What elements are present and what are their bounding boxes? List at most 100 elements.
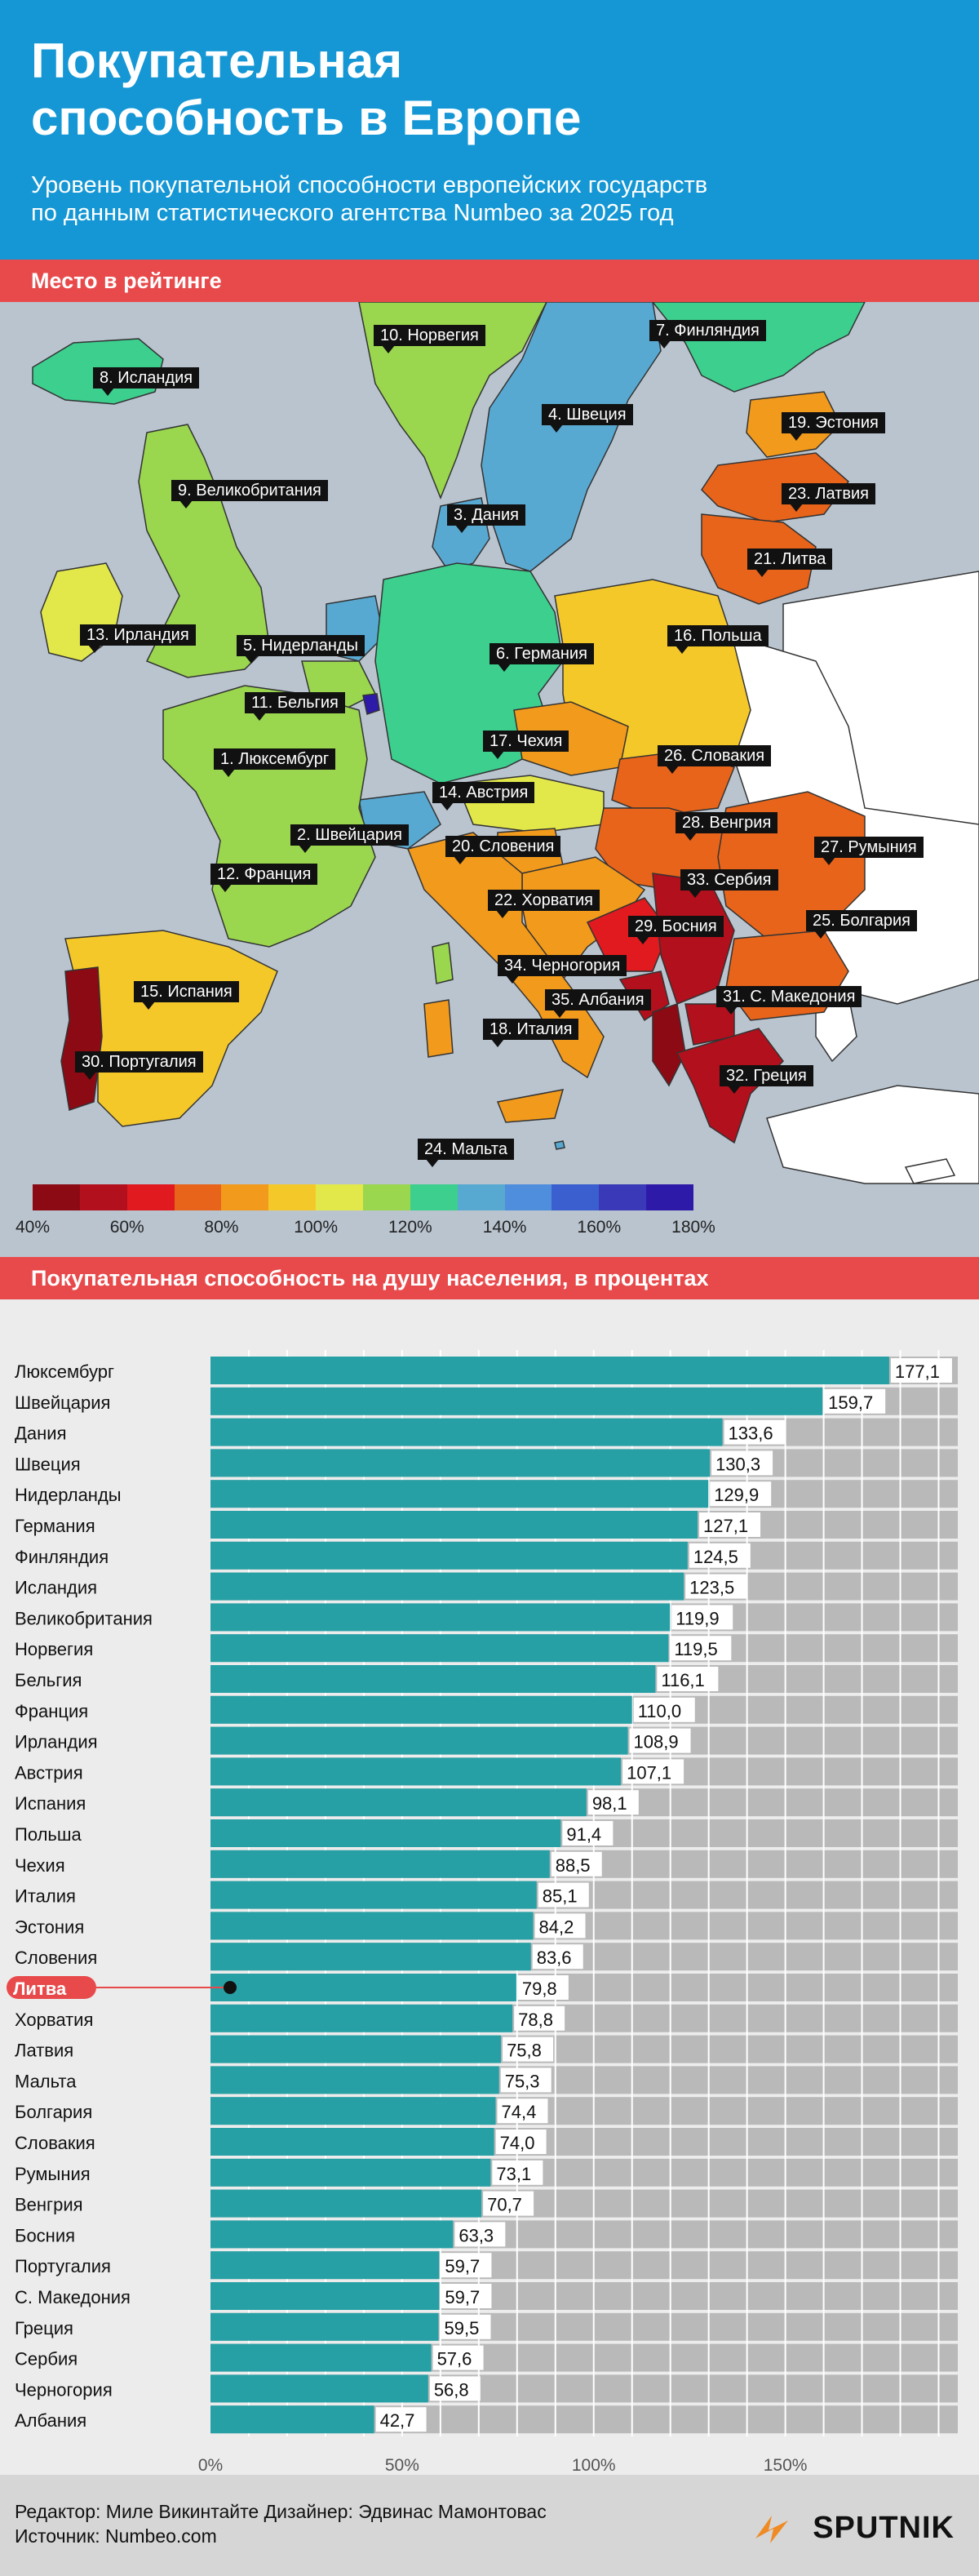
bar bbox=[210, 1695, 632, 1724]
value-label-bg bbox=[633, 1697, 695, 1722]
country-portugal bbox=[60, 966, 103, 1111]
value-label: 78,8 bbox=[518, 2010, 553, 2030]
category-label: Хорватия bbox=[15, 2010, 93, 2030]
country-albania bbox=[652, 1003, 686, 1087]
bar bbox=[210, 2374, 428, 2403]
scale-swatch bbox=[174, 1184, 222, 1210]
scale-swatch bbox=[316, 1184, 364, 1210]
value-label: 98,1 bbox=[592, 1793, 627, 1814]
category-label: Португалия bbox=[15, 2256, 111, 2276]
country-sicily bbox=[496, 1089, 565, 1123]
value-label-bg bbox=[534, 1913, 586, 1939]
map-label-netherlands: 5. Нидерланды bbox=[237, 635, 365, 664]
bar bbox=[210, 1665, 656, 1693]
category-label: Болгария bbox=[15, 2102, 92, 2122]
value-label: 130,3 bbox=[715, 1454, 760, 1474]
category-label: С. Македония bbox=[15, 2287, 131, 2307]
chart-section-heading: Покупательная способность на душу населе… bbox=[0, 1257, 979, 1299]
map-label-luxembourg: 1. Люксембург bbox=[214, 748, 336, 777]
scale-swatch bbox=[126, 1184, 175, 1210]
page-subtitle: Уровень покупательной способности европе… bbox=[31, 171, 928, 227]
bar bbox=[210, 1511, 698, 1539]
map-label-romania: 27. Румыния bbox=[814, 837, 924, 865]
scale-tick-label: 160% bbox=[577, 1218, 622, 1237]
value-label: 177,1 bbox=[895, 1361, 940, 1382]
value-label-bg bbox=[671, 1605, 733, 1630]
value-label: 107,1 bbox=[627, 1762, 671, 1783]
value-label-bg bbox=[532, 1944, 583, 1970]
country-finland bbox=[652, 302, 866, 393]
scale-swatch bbox=[221, 1184, 269, 1210]
map-label-ireland: 13. Ирландия bbox=[80, 624, 196, 653]
bar bbox=[210, 2282, 440, 2310]
map-label-hungary: 28. Венгрия bbox=[676, 812, 778, 841]
value-label-bg bbox=[689, 1543, 751, 1568]
category-label: Франция bbox=[15, 1701, 88, 1721]
value-label: 129,9 bbox=[714, 1485, 759, 1505]
value-label: 110,0 bbox=[638, 1701, 681, 1721]
value-label: 85,1 bbox=[543, 1886, 578, 1907]
value-label-bg bbox=[495, 2130, 547, 2154]
map-label-uk: 9. Великобритания bbox=[171, 480, 328, 509]
map-label-italy: 18. Италия bbox=[483, 1019, 579, 1047]
value-label: 83,6 bbox=[537, 1948, 572, 1968]
country-luxembourg bbox=[362, 693, 380, 715]
category-label: Бельгия bbox=[15, 1670, 82, 1690]
map-label-greece: 32. Греция bbox=[720, 1065, 813, 1094]
credits-line-1: Редактор: Миле Викинтайте Дизайнер: Эдви… bbox=[15, 2501, 547, 2522]
category-label: Словения bbox=[15, 1948, 97, 1968]
country-malta bbox=[554, 1140, 565, 1150]
map-shapes bbox=[32, 302, 979, 1184]
category-label: Норвегия bbox=[15, 1639, 93, 1659]
scale-swatch bbox=[646, 1184, 694, 1210]
value-label: 116,1 bbox=[661, 1670, 704, 1690]
category-label: Словакия bbox=[15, 2133, 95, 2153]
bar bbox=[210, 1850, 550, 1878]
bar bbox=[210, 2343, 432, 2372]
bar bbox=[210, 2251, 440, 2280]
bar-chart-svg: Люксембург 177,1 Швейцария 159,7 Дания 133,6 Ш… bbox=[7, 1350, 958, 2475]
value-label-bg bbox=[454, 2222, 506, 2247]
map-label-albania: 35. Албания bbox=[545, 989, 651, 1018]
value-label-bg bbox=[629, 1728, 691, 1753]
value-label: 133,6 bbox=[729, 1423, 773, 1444]
bar bbox=[210, 2189, 482, 2218]
bar bbox=[210, 1480, 709, 1508]
bar bbox=[210, 2097, 496, 2125]
value-label-bg bbox=[890, 1358, 952, 1383]
value-label-bg bbox=[483, 2191, 534, 2216]
value-label-bg bbox=[670, 1636, 732, 1661]
x-tick-label: 150% bbox=[764, 2456, 808, 2475]
value-label: 63,3 bbox=[458, 2225, 494, 2245]
subtitle-line-2: по данным статистического агентства Numb… bbox=[31, 200, 674, 226]
country-norway bbox=[358, 302, 547, 500]
value-label-bg bbox=[514, 2005, 565, 2031]
category-label: Австрия bbox=[15, 1762, 83, 1783]
bar bbox=[210, 1449, 711, 1477]
scale-tick-label: 40% bbox=[15, 1218, 51, 1237]
value-label: 70,7 bbox=[487, 2195, 522, 2215]
map-label-serbia: 33. Сербия bbox=[680, 869, 778, 898]
value-label-bg bbox=[441, 2253, 492, 2278]
value-label-bg bbox=[492, 2160, 543, 2185]
x-tick-label: 50% bbox=[385, 2456, 419, 2475]
sputnik-logo: SPUTNIK bbox=[813, 2511, 955, 2545]
bar bbox=[210, 1943, 531, 1971]
map-label-belgium: 11. Бельгия bbox=[245, 692, 345, 721]
value-label: 42,7 bbox=[380, 2410, 415, 2431]
category-label: Италия bbox=[15, 1886, 76, 1907]
category-label: Люксембург bbox=[15, 1361, 114, 1382]
country-ireland bbox=[40, 562, 123, 662]
value-label: 59,5 bbox=[444, 2318, 479, 2338]
category-label: Албания bbox=[15, 2410, 86, 2431]
category-label: Швеция bbox=[15, 1454, 81, 1474]
country-france bbox=[162, 685, 376, 948]
value-label-bg bbox=[551, 1851, 602, 1876]
value-label-bg bbox=[724, 1419, 786, 1445]
bar bbox=[210, 2158, 491, 2187]
map-label-denmark: 3. Дания bbox=[447, 504, 525, 533]
map-label-malta: 24. Мальта bbox=[418, 1139, 514, 1167]
bar bbox=[210, 2128, 494, 2156]
scale-tick-label: 60% bbox=[109, 1218, 144, 1237]
scale-swatch bbox=[504, 1184, 552, 1210]
